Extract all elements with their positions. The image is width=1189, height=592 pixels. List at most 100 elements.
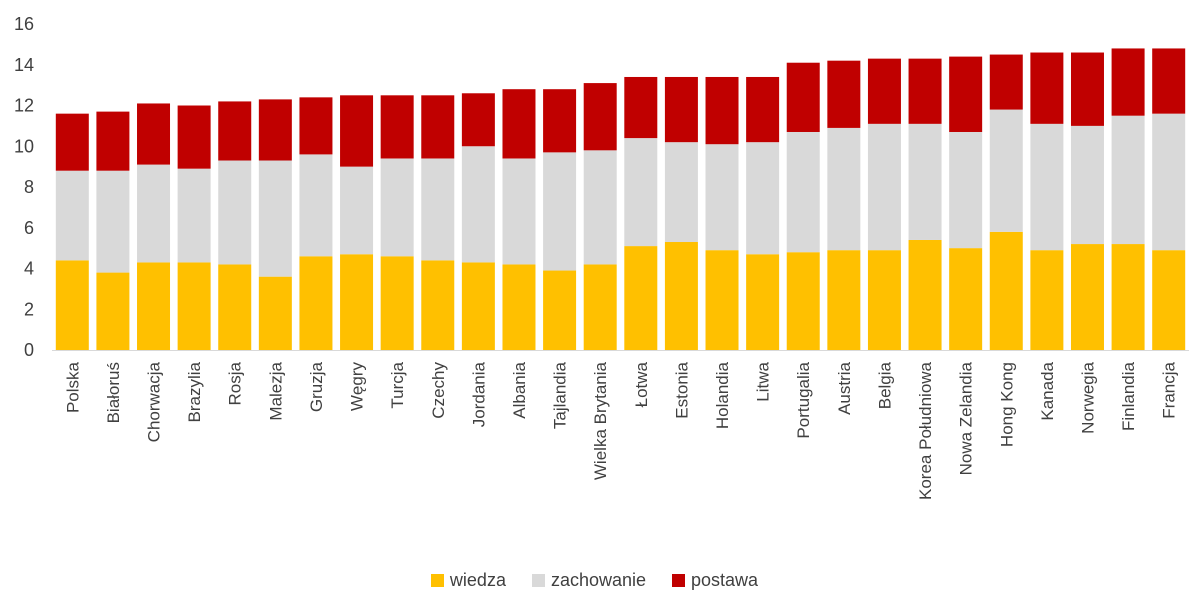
x-tick-label: Estonia — [672, 361, 691, 418]
bar-segment-wiedza — [137, 262, 171, 350]
bar-segment-wiedza — [543, 270, 577, 350]
x-tick-label: Finlandia — [1119, 361, 1138, 431]
y-tick-label: 12 — [14, 96, 34, 116]
bar-segment-wiedza — [421, 260, 455, 350]
bar-segment-zachowanie — [1111, 115, 1145, 245]
y-tick-label: 6 — [24, 218, 34, 238]
bar-segment-wiedza — [299, 256, 333, 350]
x-tick-label: Holandia — [713, 361, 732, 429]
bars — [55, 48, 1186, 350]
bar-segment-zachowanie — [1070, 125, 1104, 245]
x-tick-label: Wielka Brytania — [591, 361, 610, 480]
legend-item-wiedza: wiedza — [430, 570, 506, 591]
y-tick-label: 14 — [14, 55, 34, 75]
bar-segment-postawa — [1152, 48, 1186, 114]
bar-segment-zachowanie — [96, 170, 130, 273]
y-tick-label: 10 — [14, 136, 34, 156]
x-tick-label: Albania — [510, 361, 529, 418]
y-tick-label: 0 — [24, 340, 34, 360]
bar-segment-zachowanie — [624, 138, 658, 247]
bar-segment-zachowanie — [949, 131, 983, 249]
bar-segment-wiedza — [949, 248, 983, 350]
bar-segment-wiedza — [1152, 250, 1186, 350]
legend-label: postawa — [691, 569, 759, 590]
x-tick-label: Nowa Zelandia — [957, 361, 976, 475]
bar-segment-wiedza — [380, 256, 414, 350]
stacked-bar-chart: 0 2 4 6 8 10 12 14 16 Polska Białoruś Chorwacja Bra… — [14, 14, 1189, 500]
bar-segment-postawa — [908, 58, 942, 124]
bar-segment-wiedza — [746, 254, 780, 350]
x-axis-labels: Polska Białoruś Chorwacja Brazylia Rosja Male… — [63, 361, 1178, 500]
bar-segment-postawa — [583, 83, 617, 151]
bar-segment-zachowanie — [1152, 113, 1186, 251]
bar-segment-postawa — [258, 99, 292, 161]
legend-swatch — [531, 573, 545, 587]
bar-segment-wiedza — [1111, 244, 1145, 350]
legend-label: zachowanie — [550, 569, 647, 590]
bar-segment-zachowanie — [218, 160, 252, 265]
bar-segment-postawa — [461, 93, 495, 147]
bar-segment-zachowanie — [299, 154, 333, 257]
x-tick-label: Polska — [63, 361, 82, 413]
bar-segment-postawa — [137, 103, 171, 165]
bar-segment-wiedza — [867, 250, 901, 350]
bar-segment-zachowanie — [827, 127, 861, 251]
bar-segment-zachowanie — [421, 158, 455, 261]
legend-item-zachowanie: zachowanie — [531, 569, 647, 591]
x-tick-label: Brazylia — [185, 361, 204, 422]
bar-segment-wiedza — [55, 260, 89, 350]
bar-segment-wiedza — [340, 254, 374, 350]
bar-segment-zachowanie — [989, 109, 1023, 232]
bar-segment-zachowanie — [867, 123, 901, 251]
bar-segment-postawa — [55, 113, 89, 171]
bar-segment-postawa — [380, 95, 414, 159]
bar-segment-zachowanie — [258, 160, 292, 277]
x-tick-label: Belgia — [875, 361, 894, 409]
bar-segment-zachowanie — [137, 164, 171, 263]
legend-item-postawa: postawa — [672, 570, 758, 591]
bar-segment-zachowanie — [1030, 123, 1064, 251]
y-tick-label: 8 — [24, 177, 34, 197]
x-tick-label: Portugalia — [794, 361, 813, 438]
bar-segment-zachowanie — [340, 166, 374, 255]
bar-segment-postawa — [624, 76, 658, 139]
x-tick-label: Kanada — [1038, 361, 1057, 420]
bar-segment-wiedza — [502, 264, 536, 350]
x-tick-label: Francja — [1160, 361, 1179, 418]
y-tick-label: 2 — [24, 299, 34, 319]
bar-segment-postawa — [299, 97, 333, 155]
bar-segment-postawa — [746, 76, 780, 143]
bar-segment-zachowanie — [786, 131, 820, 253]
x-tick-label: Tajlandia — [551, 361, 570, 429]
bar-segment-wiedza — [664, 242, 698, 350]
y-tick-label: 4 — [24, 259, 34, 279]
legend-swatch — [430, 573, 444, 587]
y-axis: 0 2 4 6 8 10 12 14 16 — [14, 14, 34, 360]
x-tick-label: Rosja — [226, 361, 245, 405]
x-tick-label: Białoruś — [104, 362, 123, 423]
bar-segment-postawa — [1070, 52, 1104, 126]
bar-segment-postawa — [502, 89, 536, 159]
bar-segment-zachowanie — [461, 146, 495, 263]
x-tick-label: Turcja — [388, 361, 407, 408]
x-tick-label: Korea Południowa — [916, 361, 935, 500]
bar-segment-wiedza — [218, 264, 252, 350]
bar-segment-wiedza — [624, 246, 658, 350]
bar-segment-postawa — [989, 54, 1023, 110]
x-tick-label: Węgry — [348, 362, 367, 412]
bar-segment-zachowanie — [705, 144, 739, 251]
bar-segment-wiedza — [583, 264, 617, 350]
bar-segment-postawa — [827, 60, 861, 128]
bar-segment-zachowanie — [177, 168, 211, 263]
bar-segment-postawa — [340, 95, 374, 167]
legend-swatch — [672, 573, 686, 587]
bar-segment-wiedza — [989, 231, 1023, 350]
bar-segment-zachowanie — [380, 158, 414, 257]
bar-segment-wiedza — [177, 262, 211, 350]
bar-segment-wiedza — [908, 239, 942, 350]
x-tick-label: Gruzja — [307, 361, 326, 412]
bar-segment-zachowanie — [664, 142, 698, 243]
bar-segment-zachowanie — [908, 123, 942, 240]
bar-segment-zachowanie — [502, 158, 536, 265]
x-tick-label: Łotwa — [632, 361, 651, 407]
